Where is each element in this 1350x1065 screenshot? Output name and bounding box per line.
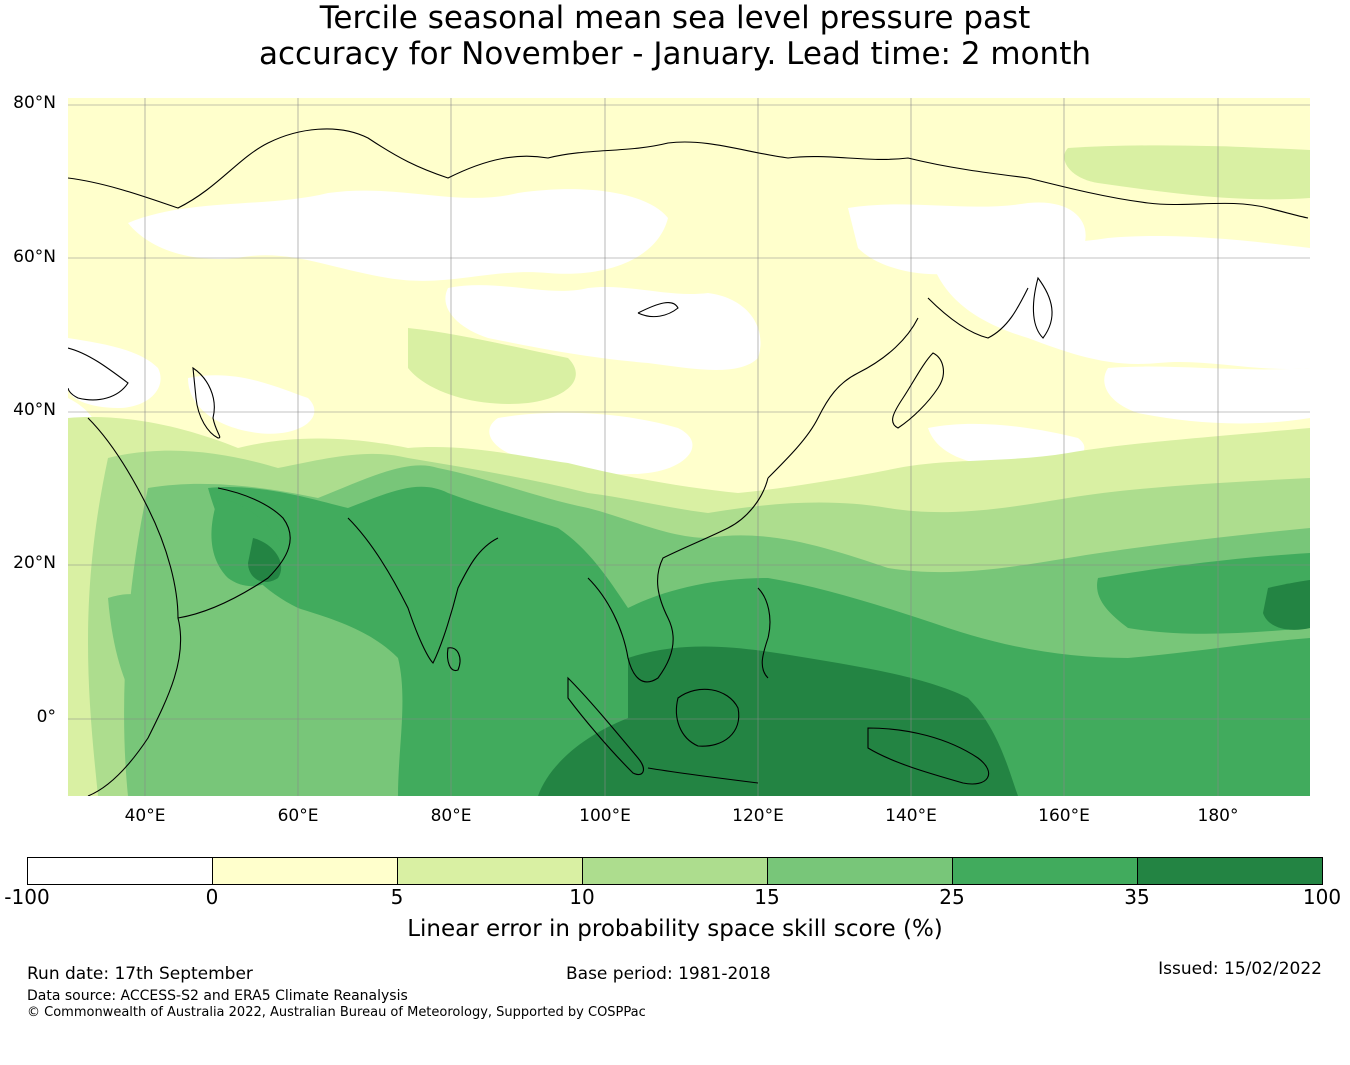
lon-label-60e: 60°E bbox=[277, 806, 319, 826]
region-25-35-pacific bbox=[1097, 553, 1310, 634]
region-25-35-asia bbox=[208, 486, 1310, 796]
region-white-pacific-north bbox=[1104, 366, 1310, 424]
coast-china-east bbox=[767, 317, 919, 479]
lat-label-equator: 0° bbox=[36, 707, 56, 727]
region-35-100-arabia bbox=[248, 538, 282, 583]
coast-okhotsk bbox=[927, 287, 1029, 339]
coast-baikal bbox=[637, 302, 679, 318]
colorbar-tick-35: 35 bbox=[1124, 885, 1150, 909]
copyright-notice: © Commonwealth of Australia 2022, Austra… bbox=[27, 1005, 646, 1020]
skill-35-100-regions bbox=[248, 538, 1310, 796]
coast-kamchatka bbox=[1032, 276, 1053, 339]
region-white-russia bbox=[128, 189, 668, 281]
region-white-kamchatka bbox=[928, 236, 1310, 370]
coast-java bbox=[647, 767, 759, 784]
lon-label-180: 180° bbox=[1197, 806, 1239, 826]
lon-label-40e: 40°E bbox=[124, 806, 166, 826]
colorbar-tick-100: 100 bbox=[1302, 885, 1342, 909]
coast-africa-horn bbox=[87, 617, 182, 796]
graticule bbox=[68, 98, 1310, 796]
lat-label-40n: 40°N bbox=[13, 400, 56, 420]
colorbar-swatch-neg100-0 bbox=[27, 857, 213, 885]
skill-25-35-regions bbox=[208, 486, 1310, 796]
coastlines bbox=[68, 128, 1309, 796]
lon-label-140e: 140°E bbox=[885, 806, 937, 826]
skill-map-canvas bbox=[68, 98, 1310, 796]
region-5-10-mongolia bbox=[408, 328, 576, 404]
lon-label-160e: 160°E bbox=[1038, 806, 1090, 826]
region-35-100-pacific bbox=[1263, 580, 1310, 630]
colorbar-tick-5: 5 bbox=[390, 885, 404, 909]
colorbar-tick-10: 10 bbox=[569, 885, 595, 909]
colorbar bbox=[27, 857, 1323, 885]
lon-label-120e: 120°E bbox=[732, 806, 784, 826]
colorbar-tick-0: 0 bbox=[205, 885, 219, 909]
lat-label-20n: 20°N bbox=[13, 553, 56, 573]
colorbar-swatch-15-25 bbox=[767, 857, 953, 885]
coast-arctic-russia bbox=[68, 128, 1309, 219]
coast-black-sea bbox=[68, 347, 129, 401]
lon-label-80e: 80°E bbox=[430, 806, 472, 826]
region-15-25-africa bbox=[108, 594, 191, 718]
map-title: Tercile seasonal mean sea level pressure… bbox=[0, 0, 1350, 72]
lat-label-80n: 80°N bbox=[13, 93, 56, 113]
colorbar-tick-25: 25 bbox=[939, 885, 965, 909]
lat-label-60n: 60°N bbox=[13, 247, 56, 267]
coast-arabia bbox=[87, 417, 291, 619]
skill-map bbox=[68, 98, 1310, 796]
coast-sumatra bbox=[567, 676, 644, 776]
title-line-2: accuracy for November - January. Lead ti… bbox=[258, 36, 1092, 72]
colorbar-swatch-5-10 bbox=[397, 857, 583, 885]
issued-date: Issued: 15/02/2022 bbox=[1158, 959, 1322, 979]
region-white-kazakh bbox=[188, 375, 315, 434]
colorbar-tick-15: 15 bbox=[754, 885, 780, 909]
title-line-1: Tercile seasonal mean sea level pressure… bbox=[319, 0, 1031, 36]
coast-borneo bbox=[675, 688, 740, 747]
coast-sri-lanka bbox=[446, 647, 461, 671]
colorbar-title: Linear error in probability space skill … bbox=[407, 916, 943, 942]
colorbar-swatch-35-100 bbox=[1137, 857, 1323, 885]
region-35-100-maritime bbox=[538, 646, 1018, 796]
colorbar-swatch-10-15 bbox=[582, 857, 768, 885]
data-source: Data source: ACCESS-S2 and ERA5 Climate … bbox=[27, 988, 408, 1004]
coast-india bbox=[347, 517, 499, 664]
colorbar-swatch-25-35 bbox=[952, 857, 1138, 885]
region-white-siberia bbox=[445, 285, 761, 370]
colorbar-swatch-0-5 bbox=[212, 857, 398, 885]
coast-new-guinea bbox=[867, 727, 990, 785]
coast-caspian bbox=[192, 366, 221, 439]
coast-philippines bbox=[757, 587, 771, 679]
lon-label-100e: 100°E bbox=[579, 806, 631, 826]
colorbar-tick-neg100: -100 bbox=[4, 885, 50, 909]
coast-japan bbox=[892, 352, 944, 429]
base-period: Base period: 1981-2018 bbox=[566, 964, 771, 984]
coast-indochina bbox=[587, 477, 769, 683]
region-5-10-pacific-north bbox=[1064, 145, 1310, 200]
run-date: Run date: 17th September bbox=[27, 964, 253, 984]
